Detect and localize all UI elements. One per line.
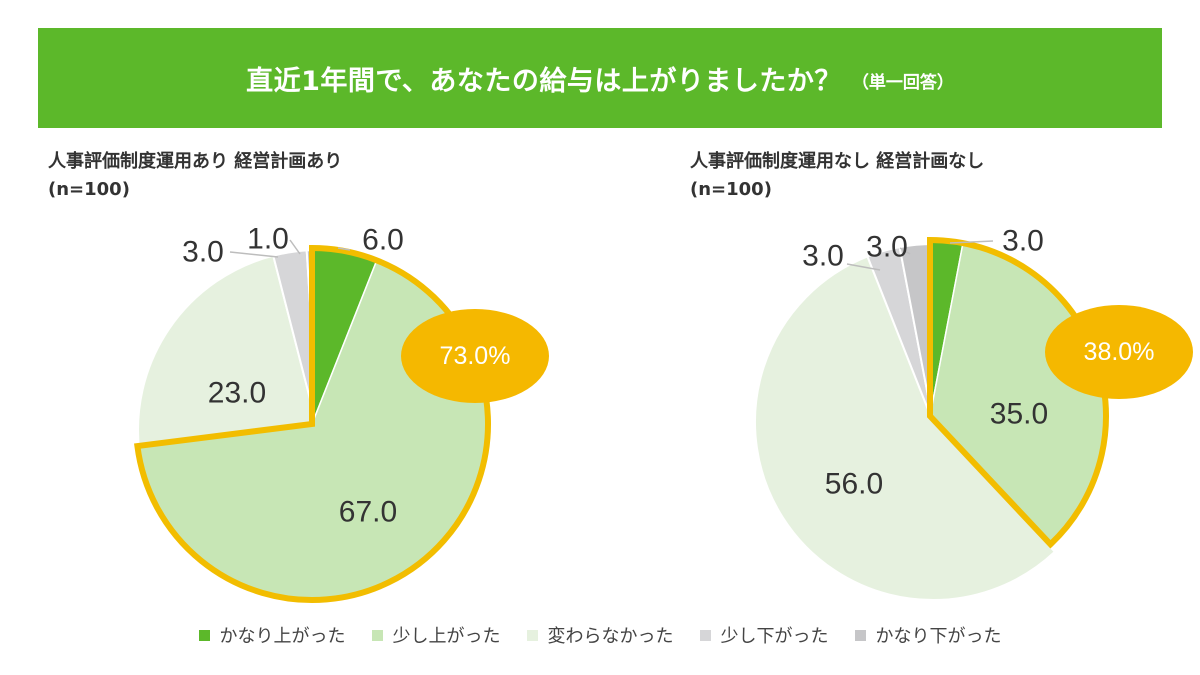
left-highlight-label: 73.0%	[440, 342, 511, 370]
right-value-label-4: 3.0	[802, 240, 844, 273]
left-leader-line-4	[229, 251, 279, 258]
legend-swatch	[854, 629, 866, 641]
legend-swatch	[198, 629, 210, 641]
legend-label: かなり上がった	[219, 626, 346, 647]
title-bar: 直近1年間で、あなたの給与は上がりましたか？ （単一回答）	[38, 28, 1162, 128]
right-leader-line-4	[846, 263, 881, 271]
right-value-label-5: 3.0	[866, 231, 908, 264]
right-highlight-label: 38.0%	[1084, 338, 1155, 366]
left-highlight-group	[134, 244, 491, 603]
left-value-label-2: 67.0	[339, 496, 397, 529]
left-value-label-3: 23.0	[208, 377, 266, 410]
left-chart-heading: 人事評価制度運用あり 経営計画あり (n=100)	[48, 148, 342, 204]
legend-swatch	[699, 629, 711, 641]
left-leader-line-5	[289, 239, 301, 255]
left-value-label-1: 6.0	[362, 224, 404, 257]
left-highlight-outline	[134, 244, 491, 603]
right-value-label-2: 35.0	[990, 398, 1048, 431]
left-slice-3	[137, 254, 320, 454]
left-leader-line-1	[337, 247, 351, 251]
right-chart-n: (n=100)	[690, 179, 772, 200]
right-pie: 3.0 35.0 56.0 3.0 3.0 38.0%	[754, 225, 1193, 601]
chart-subtitle: （単一回答）	[851, 72, 954, 93]
legend-label: かなり下がった	[875, 626, 1002, 647]
right-value-label-3: 56.0	[825, 468, 883, 501]
left-chart-title: 人事評価制度運用あり 経営計画あり	[48, 151, 343, 172]
right-leader-line-1	[949, 240, 994, 244]
right-chart-heading: 人事評価制度運用なし 経営計画なし (n=100)	[690, 148, 984, 204]
legend-item: 少し下がった	[699, 622, 829, 648]
left-value-label-4: 3.0	[182, 236, 224, 269]
right-leader-line-5	[899, 247, 911, 255]
legend-label: 少し上がった	[392, 626, 501, 647]
legend-item: かなり上がった	[198, 622, 346, 648]
right-chart-title: 人事評価制度運用なし 経営計画なし	[690, 151, 985, 172]
left-value-label-5: 1.0	[247, 223, 289, 256]
legend-label: 少し下がった	[720, 626, 829, 647]
right-highlight-ellipse	[1045, 305, 1193, 399]
legend-item: 少し上がった	[371, 622, 501, 648]
right-value-label-1: 3.0	[1002, 225, 1044, 258]
legend: かなり上がった 少し上がった 変わらなかった 少し下がった かなり下がった	[0, 620, 1200, 650]
left-chart-n: (n=100)	[48, 179, 130, 200]
legend-label: 変わらなかった	[547, 626, 674, 647]
chart-main-title: 直近1年間で、あなたの給与は上がりましたか？	[246, 65, 842, 97]
left-highlight-ellipse	[401, 309, 549, 403]
legend-swatch	[526, 629, 538, 641]
legend-swatch	[371, 629, 383, 641]
left-pie: 6.0 67.0 23.0 3.0 1.0 73.0%	[134, 223, 549, 603]
legend-item: 変わらなかった	[526, 622, 674, 648]
right-slice-3	[754, 255, 1057, 601]
legend-item: かなり下がった	[854, 622, 1002, 648]
